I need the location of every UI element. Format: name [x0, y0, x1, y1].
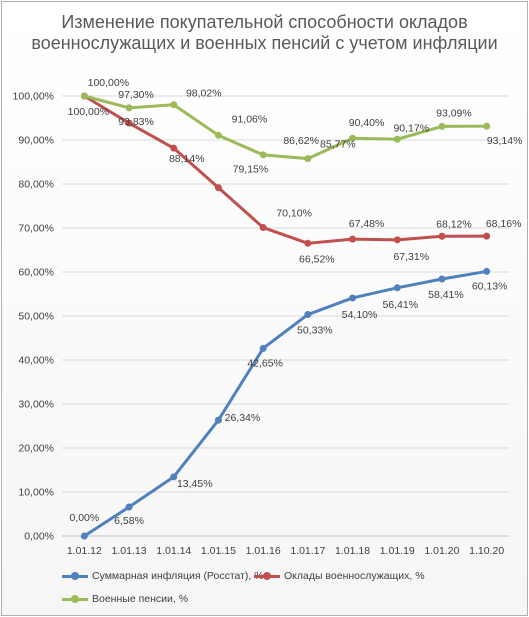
data-label: 79,15%: [233, 164, 269, 176]
data-label: 68,12%: [436, 218, 472, 230]
data-point: [170, 101, 178, 109]
legend-label: Суммарная инфляция (Росстат), %: [92, 570, 264, 582]
chart-title: Изменение покупательной способности окла…: [31, 12, 498, 53]
data-point: [483, 122, 491, 130]
y-tick-label: 100,00%: [13, 91, 54, 103]
legend-label: Военные пенсии, %: [92, 593, 189, 605]
x-tick-label: 1.01.16: [246, 545, 281, 557]
data-point: [214, 131, 222, 139]
data-label: 86,62%: [283, 135, 319, 147]
x-tick-label: 1.01.12: [67, 545, 102, 557]
data-point: [393, 236, 401, 244]
data-label: 85,77%: [320, 139, 356, 151]
data-point: [125, 104, 133, 112]
data-label: 0,00%: [69, 512, 99, 524]
data-label: 93,14%: [487, 135, 523, 147]
data-label: 13,45%: [177, 478, 213, 490]
data-point: [438, 275, 446, 283]
data-label: 54,10%: [342, 309, 378, 321]
data-point: [349, 294, 357, 302]
data-point: [214, 184, 222, 192]
data-point: [349, 134, 357, 142]
legend-item: Оклады военнослужащих, %: [254, 570, 425, 582]
data-label: 42,65%: [247, 357, 283, 369]
data-point: [80, 92, 88, 100]
series-line: [83, 269, 487, 538]
data-point: [304, 239, 312, 247]
data-label: 91,06%: [232, 113, 268, 125]
y-tick-label: 40,00%: [18, 355, 54, 367]
y-tick-label: 90,00%: [18, 135, 54, 147]
data-label: 68,16%: [486, 218, 522, 230]
legend-swatch: [254, 571, 280, 581]
data-point: [438, 232, 446, 240]
y-tick-label: 0,00%: [24, 531, 54, 543]
y-tick-label: 50,00%: [18, 311, 54, 323]
data-point: [259, 151, 267, 159]
legend-label: Оклады военнослужащих, %: [284, 570, 425, 582]
data-label: 88,14%: [169, 153, 205, 165]
legend-item: Военные пенсии, %: [62, 593, 188, 605]
data-label: 66,52%: [299, 253, 335, 265]
data-label: 50,33%: [297, 325, 333, 337]
y-tick-label: 80,00%: [18, 179, 54, 191]
data-label: 70,10%: [276, 208, 312, 220]
data-label: 26,34%: [225, 412, 261, 424]
data-label: 90,17%: [393, 122, 429, 134]
x-tick-label: 1.01.19: [380, 545, 415, 557]
x-tick-label: 1.01.17: [290, 545, 325, 557]
data-label: 100,00%: [68, 106, 109, 118]
data-label: 6,58%: [114, 515, 144, 527]
x-tick-label: 1.01.15: [201, 545, 236, 557]
y-tick-label: 70,00%: [18, 223, 54, 235]
data-label: 56,41%: [382, 299, 418, 311]
data-label: 93,83%: [118, 116, 154, 128]
y-tick-label: 30,00%: [18, 399, 54, 411]
y-tick-label: 20,00%: [18, 443, 54, 455]
legend-swatch: [62, 571, 88, 581]
data-label: 67,31%: [393, 251, 429, 263]
x-tick-label: 1.01.14: [156, 545, 191, 557]
data-label: 90,40%: [349, 117, 385, 129]
x-tick-label: 1.10.20: [469, 545, 504, 557]
data-point: [304, 155, 312, 163]
series-line: [83, 94, 487, 245]
data-point: [304, 311, 312, 319]
data-point: [349, 235, 357, 243]
data-point: [259, 344, 267, 352]
data-point: [393, 135, 401, 143]
legend-item: Суммарная инфляция (Росстат), %: [62, 570, 264, 582]
data-point: [80, 532, 88, 540]
data-point: [170, 473, 178, 481]
data-point: [393, 284, 401, 292]
data-label: 58,41%: [428, 289, 464, 301]
legend-swatch: [62, 594, 88, 604]
x-tick-label: 1.01.18: [335, 545, 370, 557]
data-label: 98,02%: [186, 88, 222, 100]
data-point: [438, 122, 446, 130]
y-tick-label: 60,00%: [18, 267, 54, 279]
x-tick-label: 1.01.13: [112, 545, 147, 557]
data-label: 100,00%: [88, 77, 129, 89]
series-line: [83, 94, 487, 161]
x-tick-label: 1.01.20: [424, 545, 459, 557]
data-label: 60,13%: [472, 280, 508, 292]
data-point: [483, 232, 491, 240]
data-point: [125, 119, 133, 127]
data-point: [483, 267, 491, 275]
data-label: 93,09%: [436, 107, 472, 119]
data-point: [259, 224, 267, 232]
data-label: 97,30%: [118, 89, 154, 101]
data-point: [170, 144, 178, 152]
data-label: 67,48%: [349, 218, 385, 230]
data-point: [125, 503, 133, 511]
y-tick-label: 10,00%: [18, 487, 54, 499]
data-point: [214, 416, 222, 424]
